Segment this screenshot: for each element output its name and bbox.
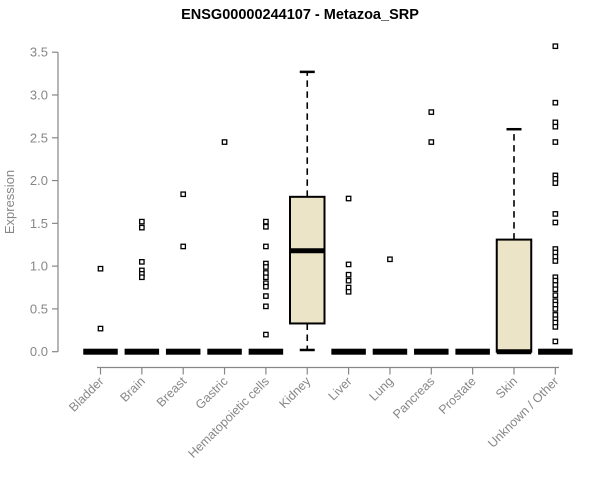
- y-tick-label: 0.0: [30, 344, 48, 359]
- outlier-point: [552, 258, 559, 264]
- outlier-point: [552, 324, 559, 330]
- x-category-label: Hematopoietic cells: [185, 374, 272, 461]
- outlier-point: [345, 261, 352, 268]
- outlier-point: [138, 259, 145, 265]
- outlier-point: [138, 218, 145, 225]
- outlier-point: [263, 293, 269, 299]
- x-category-label: Bladder: [66, 374, 106, 414]
- outlier-point: [387, 256, 393, 263]
- collapsed-box-bar: [538, 348, 573, 355]
- outlier-point: [552, 123, 559, 130]
- outlier-point: [263, 218, 269, 225]
- y-tick-label: 2.0: [30, 173, 48, 188]
- chart-title: ENSG00000244107 - Metazoa_SRP: [181, 7, 419, 23]
- outlier-point: [263, 283, 269, 290]
- y-tick-label: 1.0: [30, 259, 48, 274]
- outlier-point: [263, 223, 269, 230]
- x-category-label: Kidney: [276, 374, 313, 411]
- x-category-label: Brain: [117, 374, 148, 405]
- outlier-point: [263, 243, 269, 250]
- outlier-point: [345, 195, 352, 202]
- outlier-point: [345, 271, 352, 278]
- outlier-point: [552, 139, 559, 145]
- outlier-point: [345, 277, 352, 284]
- collapsed-box-bar: [455, 348, 490, 355]
- x-category-label: Lung: [367, 374, 397, 404]
- outlier-point: [345, 288, 352, 295]
- y-tick-label: 3.5: [30, 45, 48, 60]
- outlier-point: [428, 139, 435, 145]
- collapsed-box-bar: [207, 348, 242, 355]
- outlier-point: [138, 274, 145, 281]
- collapsed-box-bar: [372, 348, 408, 355]
- outlier-point: [221, 139, 228, 145]
- y-tick-label: 3.0: [30, 87, 48, 102]
- y-tick-label: 0.5: [30, 301, 48, 316]
- outlier-point: [552, 286, 559, 293]
- outlier-point: [552, 99, 559, 106]
- x-category-label: Gastric: [193, 374, 231, 412]
- y-axis-title: Expression: [2, 170, 17, 234]
- outlier-point: [552, 43, 559, 50]
- outlier-point: [180, 243, 187, 250]
- outlier-point: [263, 264, 269, 270]
- outlier-point: [138, 224, 145, 231]
- collapsed-box-bar: [414, 348, 449, 355]
- outlier-point: [263, 303, 269, 310]
- outlier-point: [263, 331, 269, 338]
- collapsed-box-bar: [83, 348, 118, 355]
- collapsed-box-bar: [331, 348, 366, 355]
- outlier-point: [97, 265, 104, 272]
- y-tick-label: 1.5: [30, 216, 48, 231]
- x-category-label: Liver: [326, 374, 355, 403]
- outlier-point: [552, 292, 559, 299]
- box: [495, 238, 533, 353]
- y-axis: 0.0 0.5 1.0 1.5 2.0 2.5 3.0 3.5: [30, 45, 59, 359]
- outlier-point: [428, 109, 435, 115]
- x-category-label: Skin: [493, 374, 520, 401]
- x-category-label: Breast: [154, 374, 190, 410]
- collapsed-box-bar: [165, 348, 201, 355]
- x-category-label: Unknown / Other: [485, 374, 561, 450]
- outlier-points: [97, 43, 559, 345]
- outlier-point: [180, 191, 187, 198]
- outlier-point: [552, 180, 559, 186]
- outlier-point: [552, 211, 559, 217]
- box-series: [83, 70, 573, 355]
- x-category-label: Prostate: [436, 374, 479, 417]
- outlier-point: [552, 338, 559, 345]
- outlier-point: [97, 325, 104, 332]
- y-tick-label: 2.5: [30, 130, 48, 145]
- collapsed-box-bar: [124, 348, 160, 355]
- box: [289, 195, 326, 325]
- outlier-point: [263, 274, 269, 281]
- collapsed-box-bar: [248, 348, 284, 355]
- x-category-label: Pancreas: [390, 374, 437, 421]
- outlier-point: [552, 219, 559, 226]
- outlier-point: [552, 306, 559, 312]
